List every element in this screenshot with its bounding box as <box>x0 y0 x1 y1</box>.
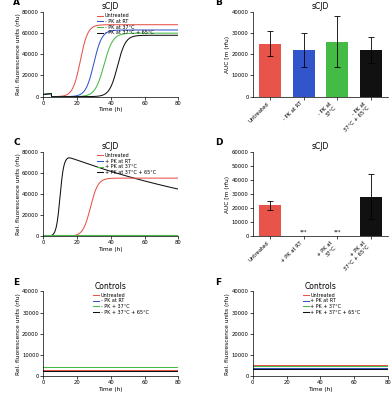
Y-axis label: Rel. fluorescence units (rfu): Rel. fluorescence units (rfu) <box>16 13 21 95</box>
Title: Controls: Controls <box>305 282 336 290</box>
Y-axis label: Rel. fluorescence units (rfu): Rel. fluorescence units (rfu) <box>16 153 21 235</box>
Title: sCJD: sCJD <box>312 2 329 11</box>
Legend: Untreated, - PK at RT, - PK at 37°C, - PK at 37°C + 65°C: Untreated, - PK at RT, - PK at 37°C, - P… <box>97 13 154 36</box>
Text: F: F <box>215 278 221 286</box>
Bar <box>293 50 314 97</box>
X-axis label: Time (h): Time (h) <box>98 386 123 392</box>
Legend: Untreated, + PK at RT, + PK at 37°C, + PK at 37°C + 65°C: Untreated, + PK at RT, + PK at 37°C, + P… <box>97 152 156 176</box>
Y-axis label: Rel. fluorescence units (rfu): Rel. fluorescence units (rfu) <box>16 293 21 375</box>
Text: B: B <box>215 0 222 7</box>
Title: sCJD: sCJD <box>102 2 120 11</box>
Text: C: C <box>13 138 20 147</box>
Text: ***: *** <box>300 230 307 235</box>
X-axis label: Time (h): Time (h) <box>98 107 123 112</box>
Title: sCJD: sCJD <box>312 142 329 151</box>
X-axis label: Time (h): Time (h) <box>308 386 333 392</box>
X-axis label: Time (h): Time (h) <box>98 247 123 252</box>
Title: Controls: Controls <box>95 282 127 290</box>
Text: ***: *** <box>334 230 341 235</box>
Bar <box>259 44 281 97</box>
Legend: Untreated, + PK at RT, + PK + 37°C, + PK + 37°C + 65°C: Untreated, + PK at RT, + PK + 37°C, + PK… <box>303 292 361 315</box>
Bar <box>360 50 382 97</box>
Text: E: E <box>13 278 20 286</box>
Y-axis label: AUC [m (rfu): AUC [m (rfu) <box>225 36 230 73</box>
Y-axis label: Rel. fluorescence units (rfu): Rel. fluorescence units (rfu) <box>225 293 230 375</box>
Bar <box>326 42 348 97</box>
Y-axis label: AUC [m (rfu): AUC [m (rfu) <box>225 176 230 212</box>
Text: D: D <box>215 138 222 147</box>
Text: A: A <box>13 0 20 7</box>
Legend: Untreated, - PK at RT, - PK + 37°C, - PK + 37°C + 65°C: Untreated, - PK at RT, - PK + 37°C, - PK… <box>93 292 149 315</box>
Title: sCJD: sCJD <box>102 142 120 151</box>
Bar <box>259 205 281 236</box>
Bar <box>360 197 382 236</box>
